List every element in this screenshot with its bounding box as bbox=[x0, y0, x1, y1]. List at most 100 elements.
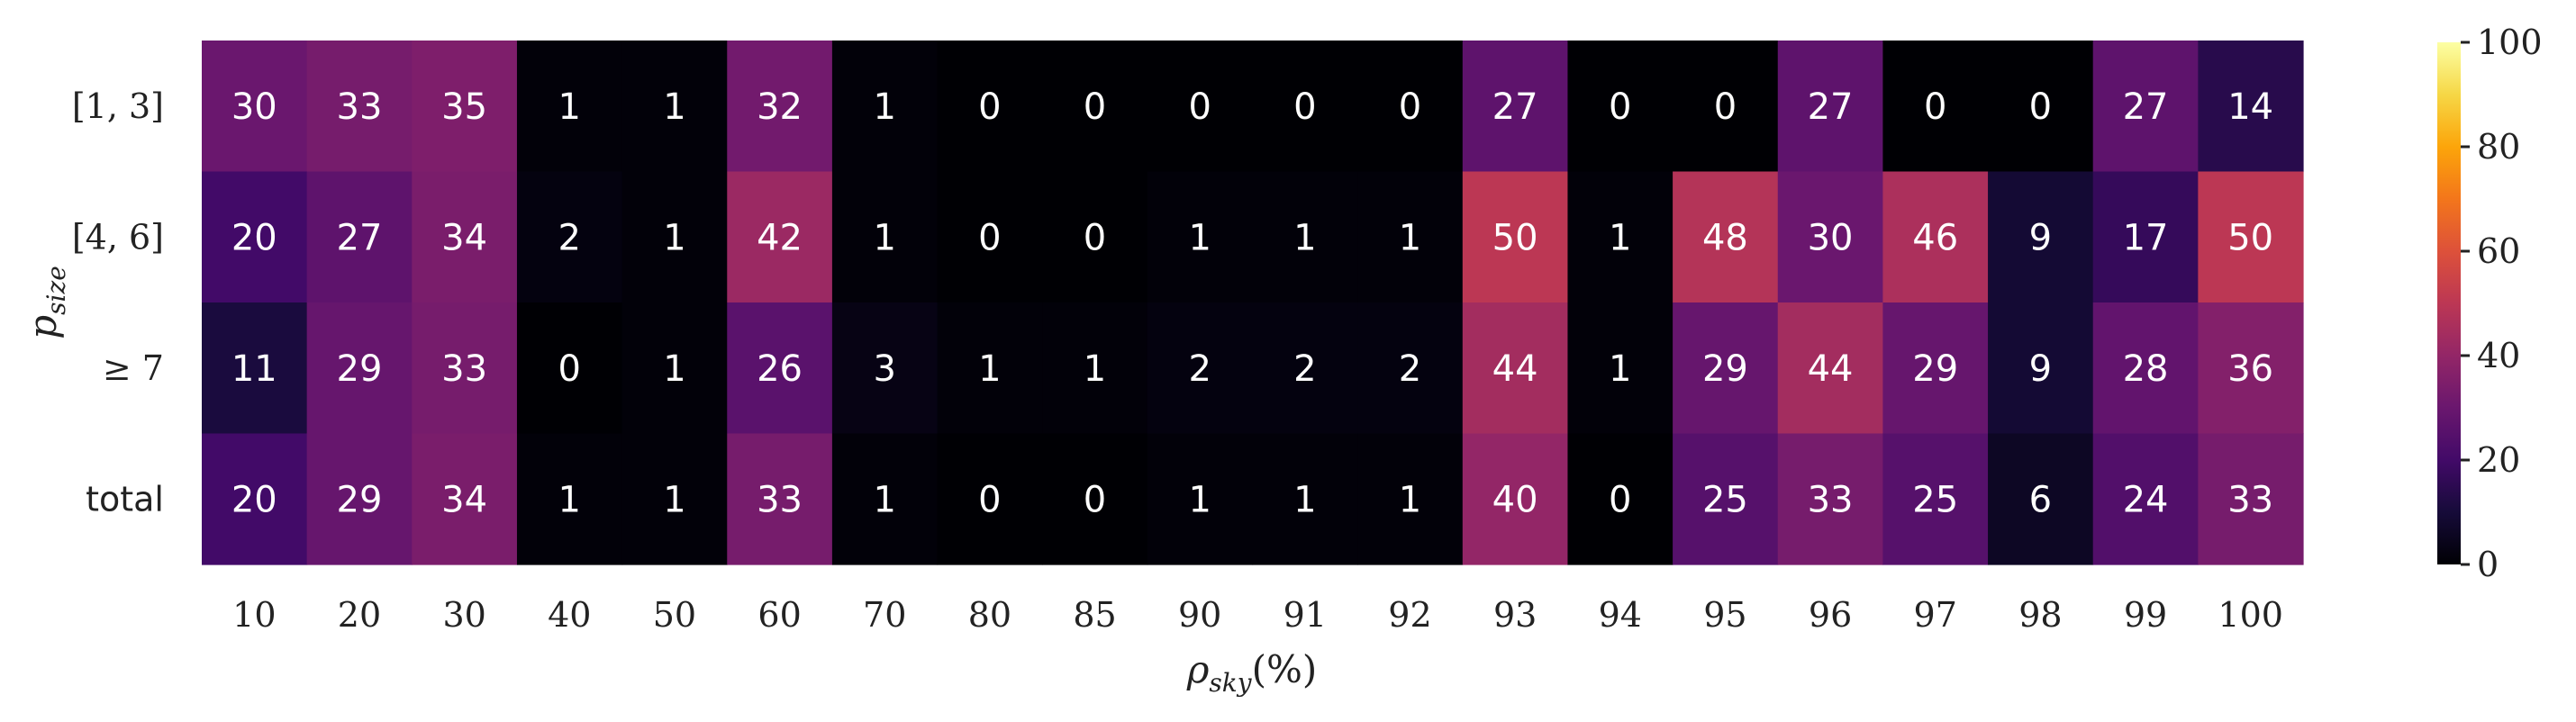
heatmap-cell bbox=[1462, 302, 1569, 435]
y-axis-title: psize bbox=[21, 266, 71, 339]
x-tick-label: 94 bbox=[1599, 595, 1642, 635]
heatmap-cell bbox=[621, 433, 728, 565]
cell-value-label: 32 bbox=[757, 86, 803, 128]
heatmap-cell bbox=[1462, 41, 1569, 173]
heatmap-cell bbox=[1777, 41, 1883, 173]
heatmap-cell bbox=[306, 41, 413, 173]
cell-value-label: 14 bbox=[2227, 86, 2273, 128]
cell-value-label: 33 bbox=[757, 479, 803, 520]
colorbar-gradient bbox=[2437, 42, 2461, 564]
heatmap-cell bbox=[1252, 171, 1358, 303]
x-tick-label: 20 bbox=[338, 595, 381, 635]
cell-value-label: 1 bbox=[663, 348, 685, 390]
heatmap-cell bbox=[1042, 433, 1148, 565]
heatmap-cell bbox=[1357, 171, 1464, 303]
x-tick-label: 100 bbox=[2218, 595, 2283, 635]
y-tick-label: [4, 6] bbox=[72, 217, 164, 257]
heatmap-cell bbox=[306, 433, 413, 565]
heatmap-cell bbox=[1882, 171, 1989, 303]
cell-value-label: 1 bbox=[873, 217, 895, 258]
heatmap-cell bbox=[1462, 171, 1569, 303]
heatmap-cell bbox=[1882, 41, 1989, 173]
x-tick-label: 99 bbox=[2124, 595, 2167, 635]
heatmap-cell bbox=[727, 41, 833, 173]
cell-value-label: 1 bbox=[558, 479, 581, 520]
heatmap-cell bbox=[1673, 433, 1779, 565]
heatmap-cell bbox=[1252, 433, 1358, 565]
y-tick-label: ≥ 7 bbox=[103, 348, 164, 388]
cell-value-label: 1 bbox=[1084, 348, 1106, 390]
cell-value-label: 30 bbox=[1808, 217, 1854, 258]
cell-value-label: 1 bbox=[558, 86, 581, 128]
heatmap-cell bbox=[202, 433, 308, 565]
x-tick-label: 95 bbox=[1703, 595, 1746, 635]
heatmap-cell bbox=[621, 302, 728, 435]
cell-value-label: 3 bbox=[873, 348, 895, 390]
x-tick-label: 60 bbox=[757, 595, 801, 635]
x-tick-label: 80 bbox=[968, 595, 1011, 635]
heatmap-cell bbox=[1777, 302, 1883, 435]
cell-value-label: 2 bbox=[1293, 348, 1316, 390]
cell-value-label: 20 bbox=[231, 217, 277, 258]
cell-value-label: 9 bbox=[2029, 217, 2052, 258]
cell-value-label: 34 bbox=[441, 479, 487, 520]
x-tick-label: 91 bbox=[1283, 595, 1327, 635]
cell-value-label: 1 bbox=[1609, 217, 1631, 258]
cell-value-label: 0 bbox=[978, 86, 1001, 128]
x-axis-ticks: 10 20 30 40 50 60 70 80 85 90 91 92 93 94 95 96 97 98 99 10… bbox=[232, 595, 2283, 635]
heatmap-cell bbox=[2092, 433, 2199, 565]
cell-value-label: 48 bbox=[1702, 217, 1748, 258]
cell-value-label: 0 bbox=[1084, 86, 1106, 128]
heatmap-cell bbox=[1357, 41, 1464, 173]
heatmap-cell bbox=[1882, 302, 1989, 435]
heatmap-cell bbox=[1988, 41, 2094, 173]
heatmap-cell bbox=[1567, 171, 1673, 303]
heatmap-cell bbox=[1988, 433, 2094, 565]
cell-value-label: 24 bbox=[2123, 479, 2169, 520]
heatmap-cell bbox=[1147, 302, 1254, 435]
cell-value-label: 1 bbox=[1399, 479, 1421, 520]
heatmap-cell bbox=[516, 41, 623, 173]
x-tick-label: 30 bbox=[442, 595, 485, 635]
cell-value-label: 0 bbox=[1084, 479, 1106, 520]
heatmap-cell bbox=[1357, 302, 1464, 435]
y-tick-label: total bbox=[86, 479, 164, 519]
x-tick-label: 10 bbox=[232, 595, 276, 635]
cell-value-label: 1 bbox=[1188, 479, 1211, 520]
heatmap-cell bbox=[831, 41, 939, 173]
heatmap-cell bbox=[2092, 302, 2199, 435]
cell-value-label: 34 bbox=[441, 217, 487, 258]
heatmap-cell bbox=[516, 302, 623, 435]
cell-value-label: 1 bbox=[978, 348, 1001, 390]
cell-value-label: 0 bbox=[978, 479, 1001, 520]
heatmap-cell bbox=[621, 41, 728, 173]
cell-value-label: 1 bbox=[1293, 479, 1316, 520]
cell-value-label: 1 bbox=[663, 217, 685, 258]
y-axis-ticks: [1, 3] [4, 6] ≥ 7 total bbox=[72, 86, 164, 519]
cell-value-label: 29 bbox=[337, 348, 383, 390]
heatmap-cell bbox=[2198, 171, 2304, 303]
colorbar-tick-label: 100 bbox=[2477, 23, 2543, 62]
x-tick-label: 70 bbox=[863, 595, 906, 635]
heatmap-cell bbox=[1567, 433, 1673, 565]
cell-value-label: 33 bbox=[441, 348, 487, 390]
heatmap-cell bbox=[727, 302, 833, 435]
heatmap-cell bbox=[831, 171, 939, 303]
heatmap-cell bbox=[831, 302, 939, 435]
heatmap-cell bbox=[412, 433, 518, 565]
heatmap-cell bbox=[2092, 171, 2199, 303]
x-tick-label: 90 bbox=[1178, 595, 1221, 635]
cell-value-label: 11 bbox=[231, 348, 277, 390]
cell-value-label: 1 bbox=[873, 86, 895, 128]
cell-value-label: 29 bbox=[1912, 348, 1958, 390]
cell-value-label: 0 bbox=[1188, 86, 1211, 128]
heatmap-cell bbox=[937, 41, 1043, 173]
cell-value-label: 0 bbox=[1293, 86, 1316, 128]
heatmap-cell bbox=[937, 171, 1043, 303]
heatmap-cell bbox=[1567, 302, 1673, 435]
heatmap-cell bbox=[937, 433, 1043, 565]
x-axis-title: ρsky(%) bbox=[1186, 647, 1318, 698]
heatmap-cell bbox=[1673, 302, 1779, 435]
heatmap-cell bbox=[516, 171, 623, 303]
